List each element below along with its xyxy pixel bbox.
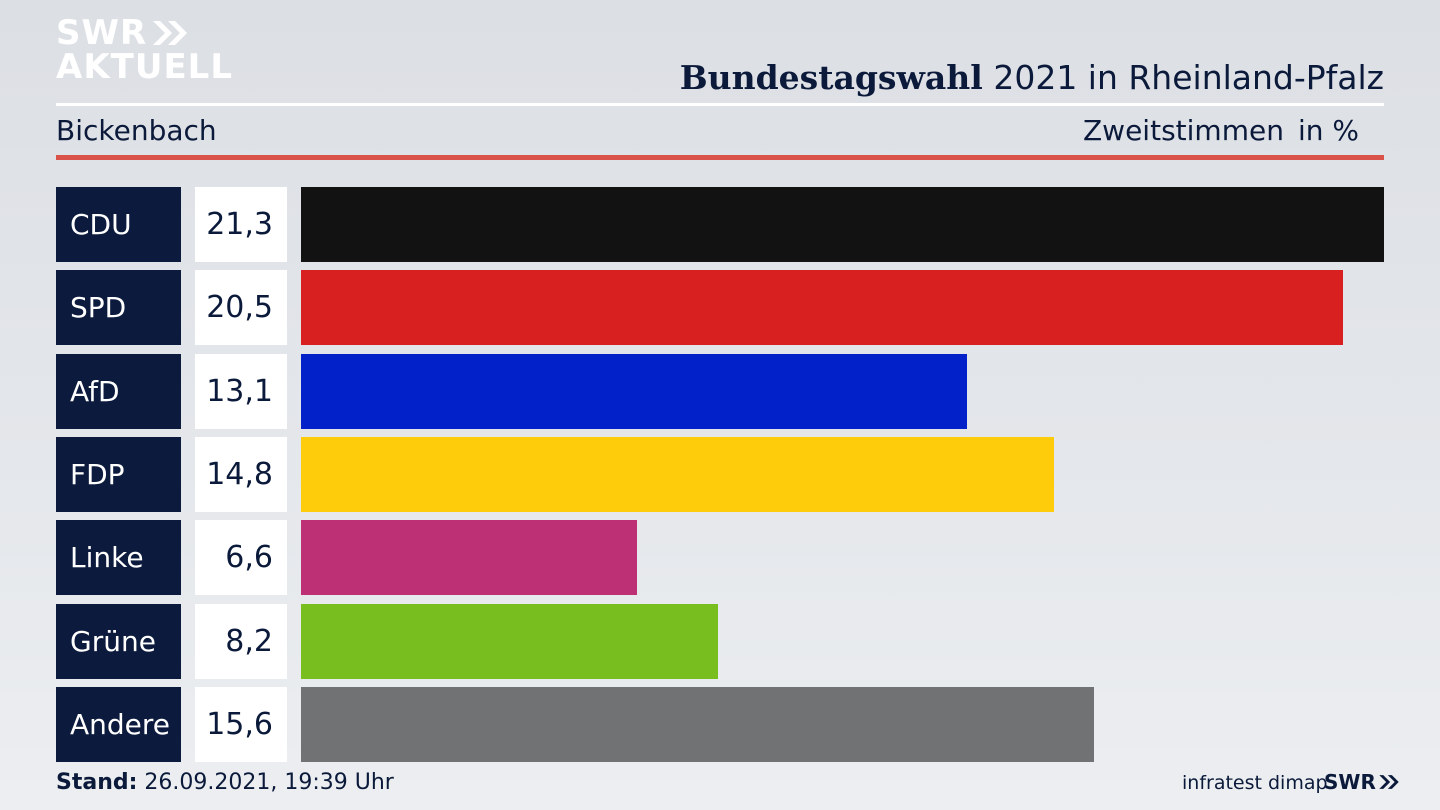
data-label: 20,5 [195, 270, 287, 345]
data-label: 13,1 [195, 354, 287, 429]
logo-swr-text: SWR [56, 13, 148, 53]
bar [301, 604, 718, 679]
party-label: AfD [56, 354, 181, 429]
swr-aktuell-logo: SWR AKTUELL [56, 16, 233, 84]
swr-brand-logo: SWR [1324, 770, 1400, 794]
data-label: 6,6 [195, 520, 287, 595]
bar [301, 354, 967, 429]
subheader-divider [56, 155, 1384, 160]
region-label: Bickenbach [56, 114, 217, 147]
bar-row: FDP 14,8 [56, 437, 1384, 512]
bar-row: Linke 6,6 [56, 520, 1384, 595]
data-label: 14,8 [195, 437, 287, 512]
bar-row: Andere 15,6 [56, 687, 1384, 762]
logo-aktuell-text: AKTUELL [56, 47, 234, 87]
stand-label: Stand: [56, 770, 138, 795]
bar-row: CDU 21,3 [56, 187, 1384, 262]
bar [301, 687, 1094, 762]
bar [301, 520, 637, 595]
bar-row: AfD 13,1 [56, 354, 1384, 429]
party-label: Andere [56, 687, 181, 762]
unit-label: in % [1298, 114, 1360, 147]
source-label: infratest dimap [1182, 772, 1328, 794]
party-label: FDP [56, 437, 181, 512]
data-label: 15,6 [195, 687, 287, 762]
data-label: 21,3 [195, 187, 287, 262]
bar-row: SPD 20,5 [56, 270, 1384, 345]
timestamp: Stand: 26.09.2021, 19:39 Uhr [56, 770, 394, 795]
party-label: Linke [56, 520, 181, 595]
party-label: SPD [56, 270, 181, 345]
double-chevron-icon [153, 21, 188, 45]
header-divider [56, 103, 1384, 106]
stand-value: 26.09.2021, 19:39 Uhr [144, 770, 394, 795]
bar-row: Grüne 8,2 [56, 604, 1384, 679]
brand-text: SWR [1324, 770, 1376, 794]
party-label: Grüne [56, 604, 181, 679]
bar [301, 270, 1343, 345]
title-bold: Bundestagswahl [679, 58, 983, 97]
bar [301, 437, 1054, 512]
party-label: CDU [56, 187, 181, 262]
bar [301, 187, 1384, 262]
double-chevron-icon [1379, 775, 1399, 789]
data-label: 8,2 [195, 604, 287, 679]
chart-title: Bundestagswahl 2021 in Rheinland-Pfalz [680, 58, 1384, 97]
measure-label: Zweitstimmen [1083, 114, 1284, 147]
title-rest: 2021 in Rheinland-Pfalz [993, 58, 1384, 97]
